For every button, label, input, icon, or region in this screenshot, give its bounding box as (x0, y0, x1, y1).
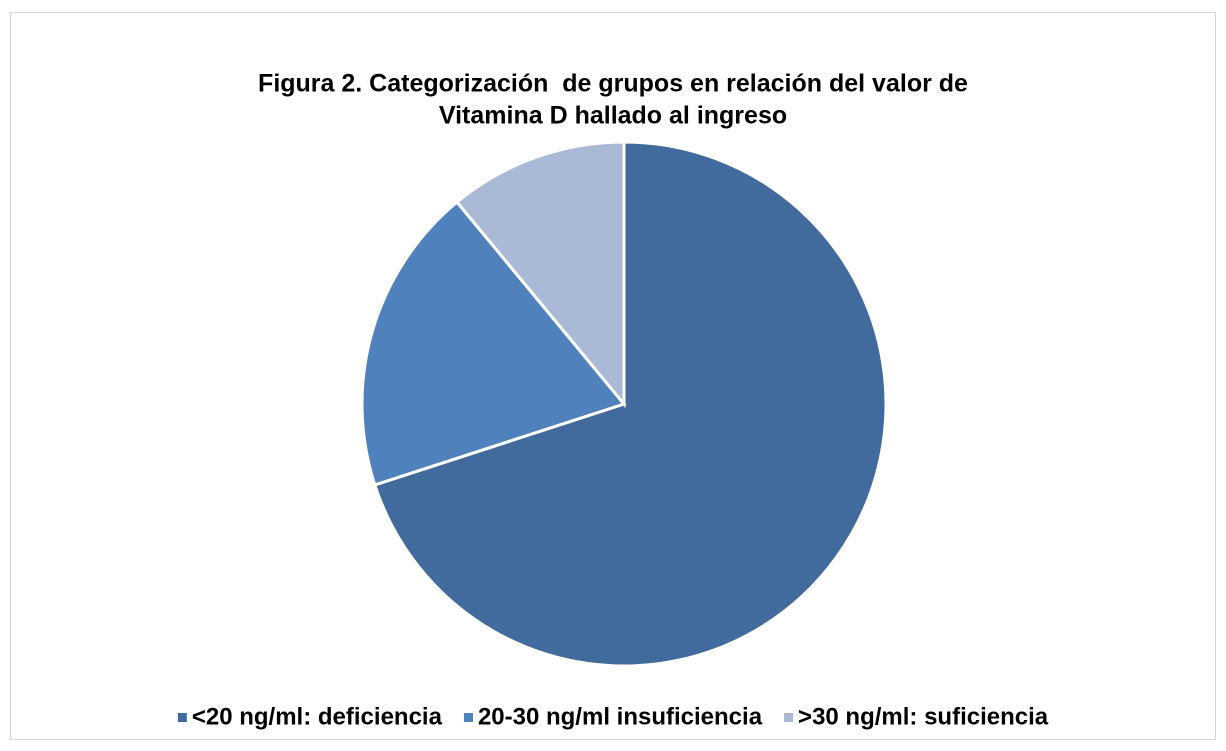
chart-title: Vitamina D hallado al ingreso (439, 102, 787, 130)
legend-label: <20 ng/ml: deficiencia (192, 703, 443, 730)
pie-slice (360, 200, 627, 487)
legend-swatch (463, 713, 473, 722)
legend-label: 20-30 ng/ml insuficiencia (478, 703, 763, 730)
legend-label: >30 ng/ml: suficiencia (798, 703, 1049, 730)
legend-swatch (784, 713, 794, 722)
legend-swatch (177, 713, 187, 722)
pie-slice (372, 140, 888, 668)
pie-slice (454, 140, 626, 409)
chart-title: Figura 2. Categorización de grupos en re… (258, 70, 968, 98)
